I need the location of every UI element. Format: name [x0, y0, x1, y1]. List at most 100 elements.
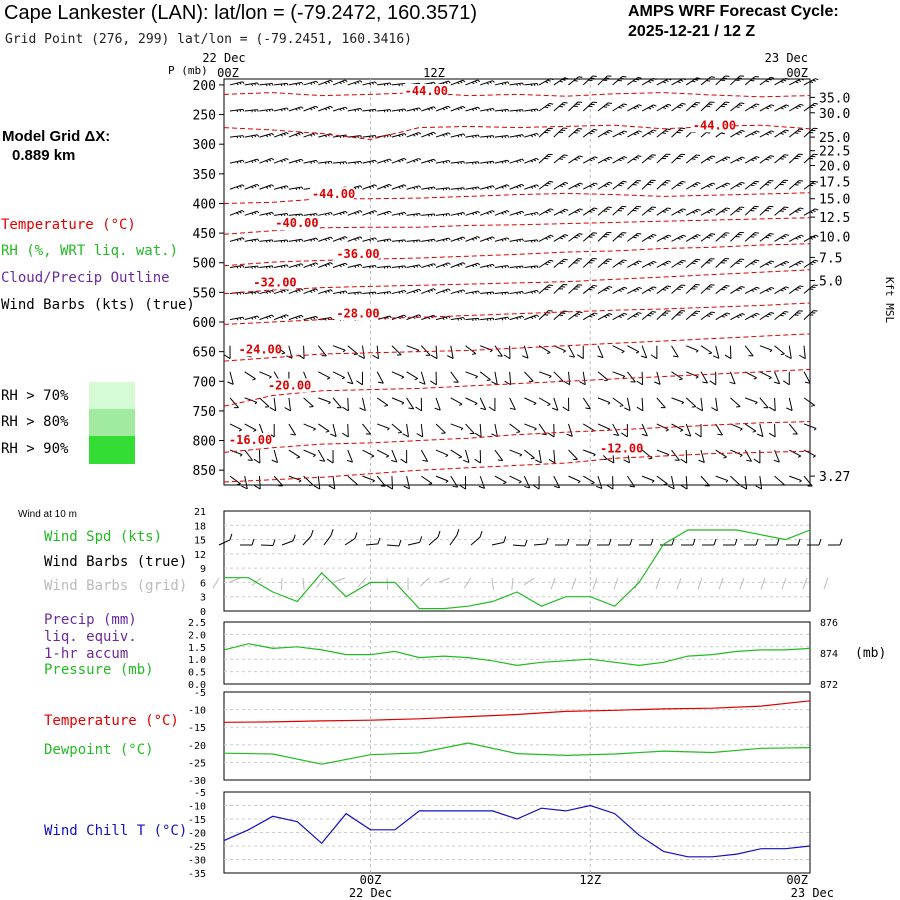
wind-barb	[803, 259, 819, 268]
wind-barb-grid	[523, 577, 535, 586]
wind-barb	[421, 288, 436, 295]
barb-staff	[465, 423, 475, 434]
barb-staff	[553, 475, 561, 488]
barb-staff	[347, 160, 361, 164]
barb-flag	[427, 240, 430, 243]
wind-barb	[656, 78, 672, 86]
barb-flag	[286, 132, 289, 135]
wind-barb	[450, 105, 466, 112]
barb-flag	[635, 351, 640, 354]
barb-staff	[361, 397, 366, 411]
barb-flag	[239, 82, 242, 85]
barb-staff	[803, 371, 811, 384]
barb-staff	[582, 475, 595, 484]
barb-flag	[448, 237, 451, 241]
barb-flag	[501, 186, 504, 189]
barb-flag	[516, 431, 521, 434]
barb-staff	[244, 134, 258, 138]
wind-barb	[524, 265, 539, 269]
barb-flag	[544, 211, 549, 214]
wind-barb	[480, 317, 495, 321]
wind-barb	[377, 158, 392, 164]
wind-barb	[480, 263, 495, 268]
barb-staff	[229, 184, 243, 190]
barb-staff	[229, 475, 241, 485]
barb-flag	[562, 210, 566, 213]
precip-label-block: Precip (mm) liq. equiv. 1-hr accum	[44, 612, 137, 663]
wind-barb	[229, 397, 239, 409]
barb-flag	[386, 211, 389, 215]
barb-staff	[685, 397, 697, 408]
barb-staff	[582, 128, 594, 138]
wind-barb	[755, 476, 763, 490]
barb-flag	[593, 128, 598, 131]
barb-staff	[524, 423, 537, 430]
wind-barb	[509, 134, 524, 138]
barb-flag	[545, 537, 549, 545]
barb-staff	[568, 371, 571, 385]
top-time-label: 12Z	[423, 66, 445, 80]
barb-staff	[377, 265, 391, 268]
barb-staff	[377, 109, 391, 112]
barb-staff	[759, 130, 772, 138]
wind-barb	[478, 475, 486, 489]
barb-flag	[717, 433, 723, 436]
barb-flag	[433, 82, 436, 85]
barb-flag	[301, 186, 304, 190]
barb-flag	[312, 106, 316, 110]
barb-flag	[457, 135, 460, 138]
barb-flag	[782, 131, 787, 134]
barb-staff	[715, 475, 729, 482]
barb-staff	[553, 77, 565, 86]
barb-staff	[789, 475, 802, 482]
wind-barb	[509, 475, 522, 484]
wind-barb	[568, 233, 583, 242]
grid-point-label: Grid Point (276, 299) lat/lon = (-79.245…	[5, 32, 412, 47]
barb-flag	[486, 318, 489, 321]
wind-barb	[686, 345, 699, 353]
barb-staff	[465, 236, 478, 242]
barb-staff	[641, 475, 655, 482]
wind-barb	[377, 238, 392, 243]
barb-flag	[507, 237, 510, 240]
barb-flag	[312, 289, 316, 292]
barb-staff	[744, 345, 754, 357]
barb-flag	[344, 79, 348, 83]
wind-barb	[686, 208, 701, 216]
wind-barb	[377, 210, 392, 216]
barb-staff	[244, 82, 258, 86]
barb-flag	[359, 264, 363, 267]
barb-staff	[700, 311, 712, 321]
barb-staff	[774, 206, 785, 216]
barb-flag	[621, 157, 625, 160]
barb-staff	[744, 103, 757, 112]
barb-flag	[401, 240, 404, 243]
barb-flag	[578, 311, 583, 314]
pressure-unit-label: (mb)	[855, 646, 886, 661]
isotherm-line	[223, 302, 811, 325]
barb-flag	[383, 110, 386, 113]
wind-barb	[553, 127, 568, 138]
barb-staff	[744, 312, 757, 321]
barb-flag	[489, 135, 492, 139]
barb-staff	[435, 213, 450, 216]
barb-flag	[430, 214, 433, 217]
barb-flag	[416, 433, 423, 438]
wind-barb	[450, 289, 466, 295]
barb-staff	[318, 262, 331, 268]
barb-staff	[244, 210, 258, 216]
wind-barb	[774, 286, 789, 294]
wind-barb	[356, 371, 363, 386]
barb-flag	[676, 288, 681, 290]
wind-barb	[524, 289, 539, 295]
barb-staff	[700, 449, 705, 463]
wind-barb	[332, 161, 348, 165]
wind-barb	[480, 107, 495, 112]
barb-flag	[576, 354, 584, 360]
barb-staff	[597, 371, 609, 381]
barb-flag	[301, 213, 303, 217]
barb-flag	[623, 259, 627, 262]
isotherm-label-bg	[265, 378, 310, 393]
barb-flag	[251, 212, 254, 216]
barb-staff	[229, 423, 242, 431]
